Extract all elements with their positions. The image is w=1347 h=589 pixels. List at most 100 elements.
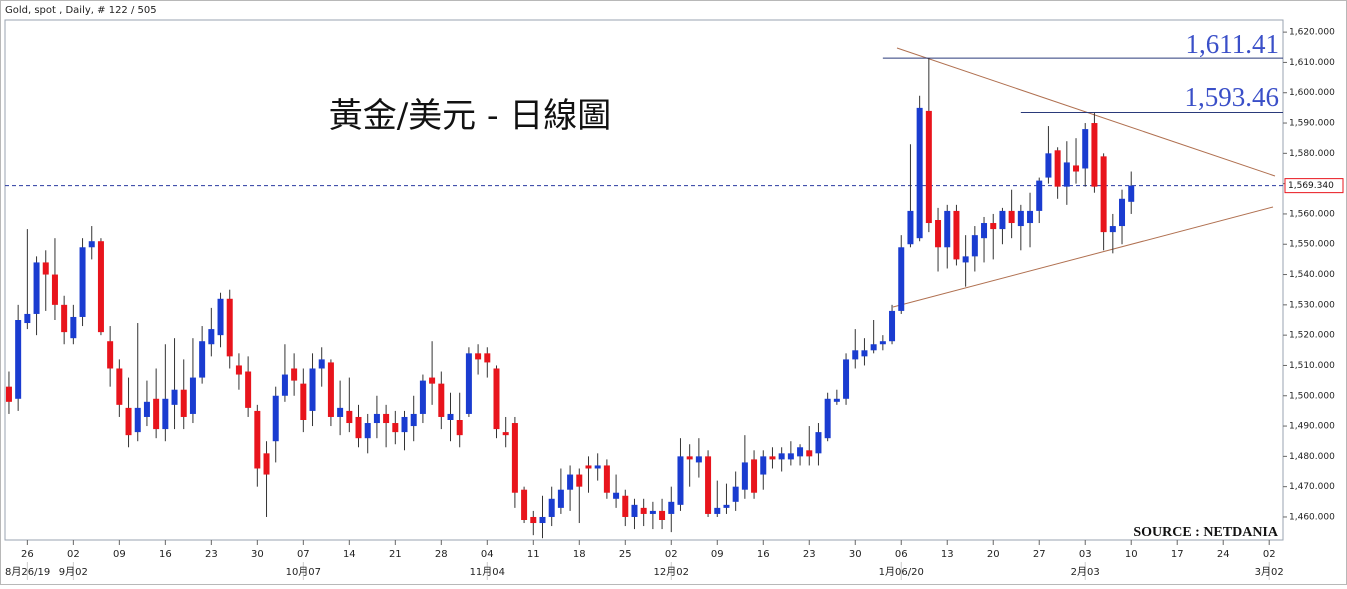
candle-body [70,316,77,339]
candle-body [143,401,150,417]
y-tick-label: 1,480.000 [1289,452,1335,462]
candle-body [778,453,785,460]
candle-body [456,420,463,436]
candle-body [530,516,537,524]
candle-body [732,486,739,502]
candle-body [953,210,960,260]
candle-body [787,453,794,460]
candle-body [944,210,951,248]
month-label: 8月26/19 [5,566,50,578]
candle-body [208,329,215,345]
y-tick-label: 1,610.000 [1289,58,1335,68]
x-tick-label: 16 [159,549,172,560]
candle-body [465,353,472,414]
x-tick-label: 17 [1171,549,1184,560]
candle-body [189,377,196,414]
candle-body [88,241,95,248]
candle-body [557,489,564,508]
candle-body [337,407,344,417]
candle-body [971,235,978,257]
x-tick-label: 09 [113,549,126,560]
candle-body [438,383,445,417]
candle-body [1036,180,1043,211]
candle-body [235,365,242,375]
y-tick-label: 1,540.000 [1289,270,1335,280]
x-tick-label: 02 [1263,549,1276,560]
candle-body [171,389,178,405]
month-label: 9月02 [59,566,88,578]
candle-body [990,223,997,230]
candle-body [1063,162,1070,187]
candle-body [364,423,371,439]
candle-body [401,416,408,433]
candle-body [751,459,758,493]
candle-body [1082,129,1089,169]
candle-body [622,495,629,517]
candle-body [15,320,22,399]
x-tick-label: 09 [711,549,724,560]
candle-body [1017,210,1024,227]
last-price-label: 1,569.340 [1288,181,1334,191]
candle-body [935,220,942,248]
candle-body [373,413,380,424]
y-tick-label: 1,620.000 [1289,28,1335,38]
candle-body [521,489,528,520]
candle-body [705,456,712,514]
candle-body [861,350,868,357]
candle-body [824,398,831,439]
candle-body [1109,226,1116,233]
candle-body [539,516,546,524]
candle-body [806,450,813,457]
candle-body [484,353,491,363]
candle-body [603,465,610,493]
candle-body [613,492,620,499]
y-tick-label: 1,490.000 [1289,422,1335,432]
candle-body [1008,210,1015,224]
candle-body [97,241,104,333]
plot-layer: 1,460.000 1,470.000 1,480.000 1,490.000 1,50… [5,28,1344,580]
candle-body [714,507,721,514]
candle-body [309,368,316,411]
candle-body [199,341,206,378]
candle-body [254,410,261,469]
candle-body [1073,165,1080,172]
month-label: 2月03 [1071,566,1100,578]
x-tick-label: 02 [665,549,678,560]
month-label: 11月04 [470,566,505,578]
candle-body [475,353,482,360]
y-tick-label: 1,530.000 [1289,300,1335,310]
candle-body [153,398,160,430]
candle-body [263,453,270,475]
candle-body [429,377,436,384]
candle-body [649,510,656,514]
candle-body [852,350,859,360]
candle-body [659,510,666,520]
plot-area [4,19,1284,541]
x-tick-label: 10 [1125,549,1138,560]
x-tick-label: 04 [481,549,494,560]
candle-body [134,407,141,433]
x-tick-label: 24 [1217,549,1230,560]
month-label: 10月07 [286,566,321,578]
annotation-label: 1,611.41 [1186,29,1280,59]
candle-body [567,474,574,490]
candle-body [677,456,684,505]
candle-body [695,456,702,463]
candle-body [925,110,932,224]
y-tick-label: 1,590.000 [1289,119,1335,129]
y-tick-label: 1,550.000 [1289,240,1335,250]
x-tick-label: 14 [343,549,356,560]
x-tick-label: 30 [849,549,862,560]
candle-body [723,504,730,508]
x-tick-label: 11 [527,549,540,560]
trend-line [892,206,1274,308]
month-label: 3月02 [1255,566,1284,578]
candle-body [346,410,353,424]
candle-body [1128,185,1135,202]
x-tick-label: 02 [67,549,80,560]
candle-body [383,413,390,424]
candle-body [815,432,822,454]
candle-body [24,313,31,324]
x-tick-label: 23 [803,549,816,560]
